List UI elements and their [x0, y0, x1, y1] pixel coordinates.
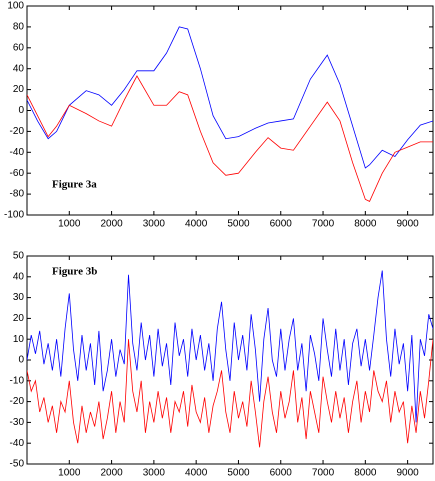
x-tick-label: 2000 — [100, 219, 123, 230]
y-tick-label: 0 — [18, 105, 24, 116]
y-tick-label: -20 — [10, 126, 25, 137]
series-line — [27, 75, 433, 202]
y-tick-label: -60 — [10, 168, 25, 179]
y-tick-label: -20 — [10, 396, 25, 407]
series-line — [27, 270, 433, 423]
x-tick-label: 6000 — [270, 219, 293, 230]
y-tick-label: 40 — [13, 63, 25, 74]
y-tick-label: -40 — [10, 438, 25, 449]
x-tick-label: 9000 — [397, 468, 420, 479]
y-tick-label: -30 — [10, 417, 25, 428]
x-tick-label: 8000 — [354, 219, 377, 230]
x-tick-label: 7000 — [312, 219, 335, 230]
x-tick-label: 3000 — [143, 468, 166, 479]
y-tick-label: 20 — [13, 313, 25, 324]
y-tick-label: -40 — [10, 147, 25, 158]
x-tick-label: 7000 — [312, 468, 335, 479]
x-tick-label: 2000 — [100, 468, 123, 479]
x-tick-label: 6000 — [270, 468, 293, 479]
y-tick-label: -50 — [10, 459, 25, 470]
series-line — [27, 339, 433, 448]
x-tick-label: 3000 — [143, 219, 166, 230]
y-tick-label: 80 — [13, 22, 25, 33]
y-tick-label: 60 — [13, 42, 25, 53]
y-tick-label: 40 — [13, 271, 25, 282]
y-tick-label: 10 — [13, 334, 25, 345]
x-tick-label: 5000 — [227, 219, 250, 230]
x-tick-label: 1000 — [58, 219, 81, 230]
series-line — [27, 26, 433, 169]
y-tick-label: 30 — [13, 292, 25, 303]
annotation: Figure 3b — [52, 266, 97, 278]
y-tick-label: -80 — [10, 189, 25, 200]
x-tick-label: 4000 — [185, 219, 208, 230]
y-tick-label: 0 — [18, 355, 24, 366]
x-tick-label: 1000 — [58, 468, 81, 479]
x-tick-label: 8000 — [354, 468, 377, 479]
y-tick-label: 100 — [7, 1, 24, 12]
x-tick-label: 4000 — [185, 468, 208, 479]
y-tick-label: 50 — [13, 251, 25, 262]
y-tick-label: 20 — [13, 84, 25, 95]
y-tick-label: -10 — [10, 375, 25, 386]
x-tick-label: 5000 — [227, 468, 250, 479]
x-tick-label: 9000 — [397, 219, 420, 230]
annotation: Figure 3a — [52, 179, 97, 191]
y-tick-label: -100 — [4, 210, 24, 221]
